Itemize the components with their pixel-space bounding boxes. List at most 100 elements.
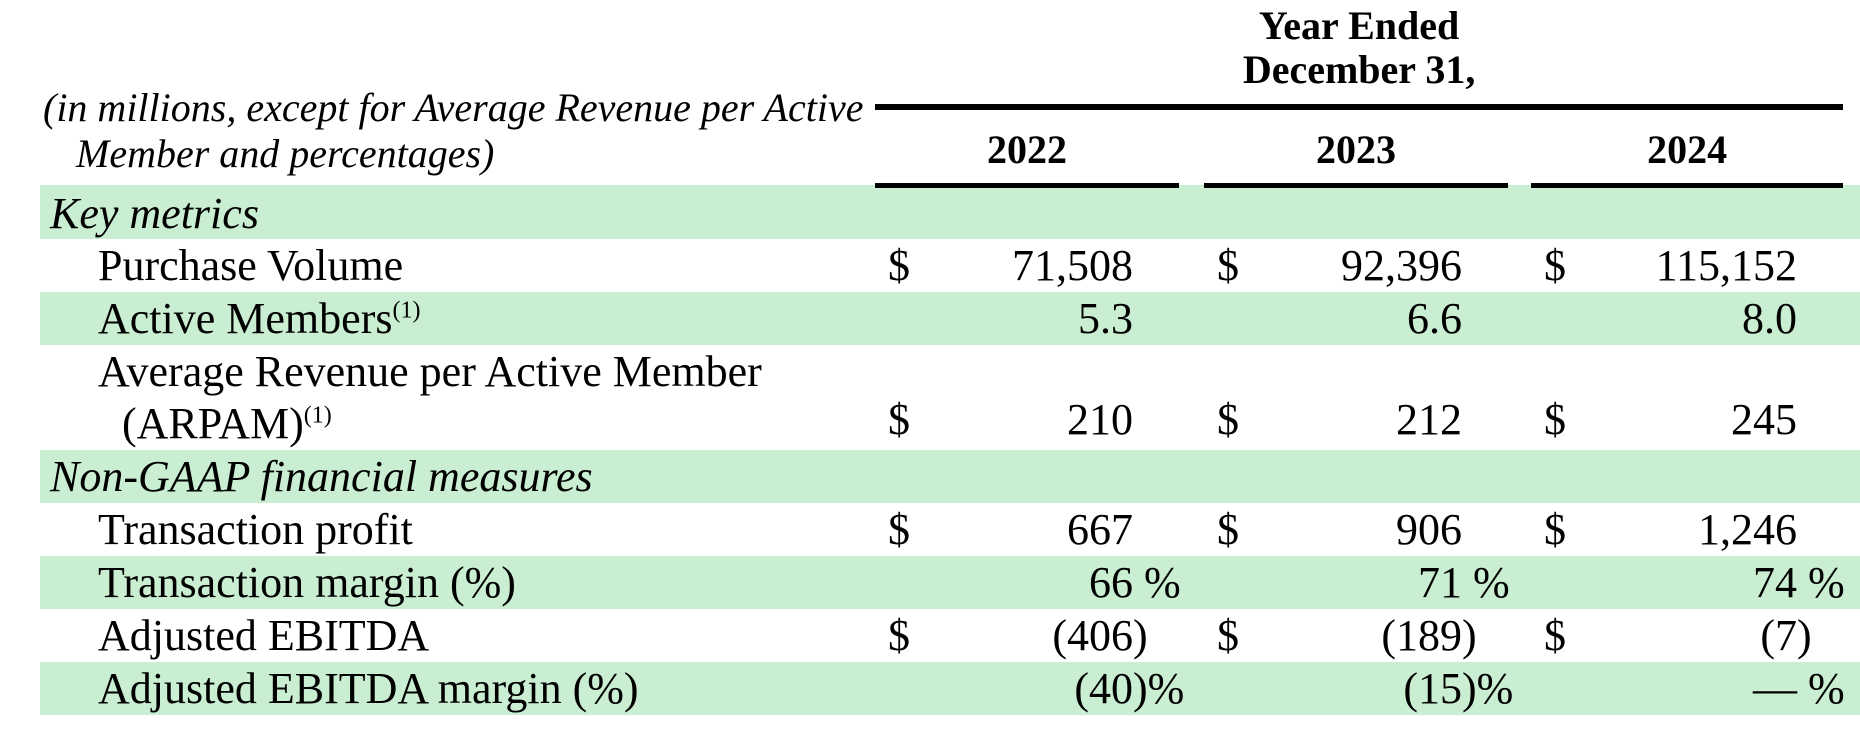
- currency-symbol: $: [1544, 240, 1566, 290]
- table-edge: [1843, 555, 1860, 609]
- value-suffix: [1462, 503, 1508, 556]
- row-label-active-members: Active Members(1): [40, 291, 875, 345]
- footnote-ref: (1): [392, 296, 421, 323]
- value-suffix: [1462, 291, 1508, 345]
- column-gap: [1508, 503, 1531, 556]
- value-suffix: [1133, 291, 1179, 345]
- value-2022: 5.3: [921, 291, 1133, 345]
- table-row: Active Members(1) 5.3 6.6 8.0: [40, 291, 1860, 345]
- currency-symbol: $: [1217, 394, 1239, 444]
- column-gap: [1179, 345, 1204, 450]
- currency-symbol: [1204, 555, 1250, 609]
- table-edge: [1843, 107, 1860, 185]
- value-suffix: ): [1797, 610, 1812, 660]
- value-suffix: %: [1462, 555, 1510, 609]
- column-gap: [1508, 239, 1531, 292]
- value-suffix: [1133, 503, 1179, 556]
- value-2023: (15: [1250, 661, 1462, 715]
- column-gap: [1179, 555, 1204, 609]
- value-2023: 92,396: [1341, 240, 1462, 290]
- currency-symbol: $: [1544, 504, 1566, 554]
- value-suffix: [1462, 239, 1508, 292]
- value-suffix: )%: [1462, 661, 1514, 715]
- value-2024: (7: [1760, 610, 1797, 660]
- value-2022: 667: [1067, 504, 1133, 554]
- value-2024: 1,246: [1698, 504, 1797, 554]
- column-gap: [1179, 503, 1204, 556]
- column-gap: [1508, 661, 1531, 715]
- value-suffix: )%: [1133, 661, 1185, 715]
- currency-symbol: [875, 555, 921, 609]
- column-gap: [1508, 345, 1531, 450]
- column-gap: [1508, 609, 1531, 662]
- value-suffix: %: [1797, 555, 1845, 609]
- period-header: Year Ended December 31,: [875, 0, 1844, 110]
- currency-symbol: $: [888, 610, 910, 660]
- value-2022: (40: [921, 661, 1133, 715]
- table-row: Purchase Volume $ 71,508 $ 92,396 $ 115,…: [40, 239, 1860, 292]
- value-2024: 74: [1577, 555, 1797, 609]
- table-edge: [1843, 661, 1860, 715]
- value-2024: 115,152: [1655, 240, 1797, 290]
- column-gap: [1179, 291, 1204, 345]
- year-column-2023: 2023: [1204, 107, 1508, 188]
- value-2023: 906: [1396, 504, 1462, 554]
- table-edge: [1843, 503, 1860, 556]
- currency-symbol: $: [1217, 240, 1239, 290]
- row-label-adjusted-ebitda: Adjusted EBITDA: [98, 610, 430, 660]
- currency-symbol: $: [1544, 610, 1566, 660]
- section-label: Key metrics: [40, 185, 1860, 239]
- financial-metrics-table: (in millions, except for Average Revenue…: [40, 0, 1860, 715]
- value-suffix: [1462, 345, 1508, 450]
- currency-symbol: $: [1217, 504, 1239, 554]
- value-suffix: [1797, 291, 1844, 345]
- currency-symbol: $: [888, 394, 910, 444]
- value-suffix: %: [1133, 555, 1181, 609]
- currency-symbol: $: [888, 504, 910, 554]
- value-suffix: %: [1797, 661, 1845, 715]
- currency-symbol: $: [1544, 394, 1566, 444]
- period-line-2: December 31,: [1242, 47, 1476, 92]
- table-edge: [1843, 291, 1860, 345]
- value-2023: (189: [1381, 610, 1462, 660]
- table-row: Transaction margin (%) 66 % 71 % 74 %: [40, 555, 1860, 609]
- table-row: Transaction profit $ 667 $ 906 $ 1,246: [40, 503, 1860, 556]
- year-column-2024: 2024: [1531, 107, 1844, 188]
- value-2023: 212: [1396, 394, 1462, 444]
- value-2022: (406: [1052, 610, 1133, 660]
- row-label-adjusted-ebitda-margin: Adjusted EBITDA margin (%): [40, 661, 875, 715]
- currency-symbol: [1531, 291, 1577, 345]
- table-edge: [1843, 0, 1860, 107]
- row-label-transaction-profit: Transaction profit: [98, 504, 413, 554]
- table-edge: [1843, 345, 1860, 450]
- value-2023: 6.6: [1250, 291, 1462, 345]
- value-suffix: [1797, 345, 1843, 450]
- value-suffix: [1133, 345, 1179, 450]
- column-gap: [1179, 239, 1204, 292]
- value-suffix: [1133, 239, 1179, 292]
- currency-symbol: $: [888, 240, 910, 290]
- column-gap: [1508, 291, 1531, 345]
- table-edge: [1843, 609, 1860, 662]
- value-2022: 210: [1067, 394, 1133, 444]
- table-row: Adjusted EBITDA $ (406 ) $ (189 ) $ (7 ): [40, 609, 1860, 662]
- table-row: Average Revenue per Active Member (ARPAM…: [40, 345, 1860, 450]
- currency-symbol: [1204, 661, 1250, 715]
- currency-symbol: [875, 661, 921, 715]
- value-suffix: [1797, 239, 1843, 292]
- footnote-ref: (1): [303, 401, 332, 428]
- currency-symbol: [1531, 555, 1577, 609]
- column-gap: [1179, 661, 1204, 715]
- section-row-key-metrics: Key metrics: [40, 185, 1860, 239]
- column-gap: [1179, 107, 1204, 185]
- currency-symbol: [875, 291, 921, 345]
- row-label-transaction-margin: Transaction margin (%): [40, 555, 875, 609]
- section-row-non-gaap: Non-GAAP financial measures: [40, 449, 1860, 503]
- units-note: (in millions, except for Average Revenue…: [43, 85, 864, 176]
- column-gap: [1508, 107, 1531, 185]
- value-2022: 71,508: [1012, 240, 1133, 290]
- value-2022: 66: [921, 555, 1133, 609]
- column-gap: [1179, 609, 1204, 662]
- currency-symbol: [1531, 661, 1577, 715]
- currency-symbol: $: [1217, 610, 1239, 660]
